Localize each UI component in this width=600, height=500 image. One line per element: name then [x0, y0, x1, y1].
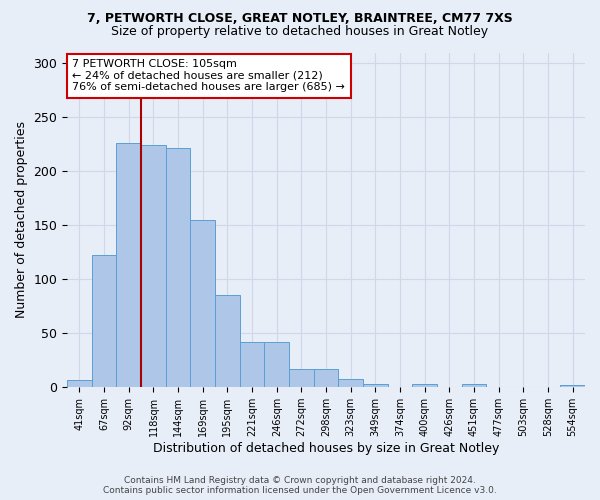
Bar [462, 384, 487, 387]
Text: 7 PETWORTH CLOSE: 105sqm
← 24% of detached houses are smaller (212)
76% of semi-: 7 PETWORTH CLOSE: 105sqm ← 24% of detach… [73, 59, 345, 92]
Y-axis label: Number of detached properties: Number of detached properties [15, 122, 28, 318]
Text: 7, PETWORTH CLOSE, GREAT NOTLEY, BRAINTREE, CM77 7XS: 7, PETWORTH CLOSE, GREAT NOTLEY, BRAINTR… [87, 12, 513, 26]
Text: Contains HM Land Registry data © Crown copyright and database right 2024.
Contai: Contains HM Land Registry data © Crown c… [103, 476, 497, 495]
Bar [67, 380, 92, 387]
Bar [92, 256, 116, 387]
Text: Size of property relative to detached houses in Great Notley: Size of property relative to detached ho… [112, 25, 488, 38]
Bar [215, 296, 240, 387]
Bar [166, 148, 190, 387]
Bar [190, 220, 215, 387]
Bar [363, 384, 388, 387]
X-axis label: Distribution of detached houses by size in Great Notley: Distribution of detached houses by size … [153, 442, 499, 455]
Bar [560, 385, 585, 387]
Bar [314, 369, 338, 387]
Bar [141, 146, 166, 387]
Bar [240, 342, 265, 387]
Bar [116, 143, 141, 387]
Bar [338, 378, 363, 387]
Bar [289, 369, 314, 387]
Bar [265, 342, 289, 387]
Bar [412, 384, 437, 387]
